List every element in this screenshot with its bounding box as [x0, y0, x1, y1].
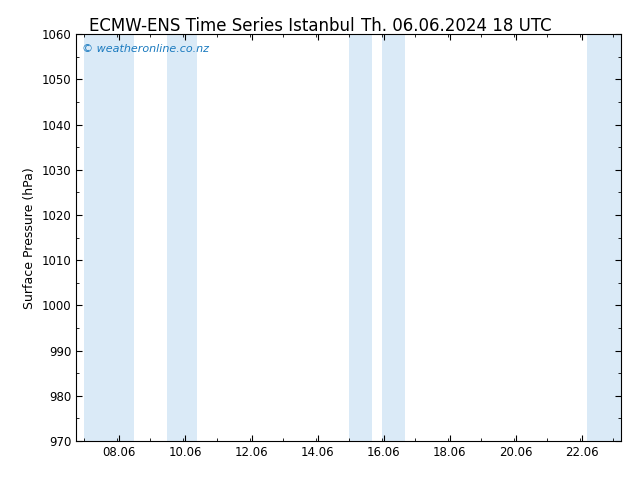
Text: ECMW-ENS Time Series Istanbul: ECMW-ENS Time Series Istanbul	[89, 17, 354, 35]
Y-axis label: Surface Pressure (hPa): Surface Pressure (hPa)	[23, 167, 36, 309]
Bar	[349, 34, 372, 441]
Text: © weatheronline.co.nz: © weatheronline.co.nz	[82, 45, 209, 54]
Bar	[167, 34, 197, 441]
Bar	[84, 34, 134, 441]
Bar	[586, 34, 621, 441]
Text: Th. 06.06.2024 18 UTC: Th. 06.06.2024 18 UTC	[361, 17, 552, 35]
Bar	[382, 34, 405, 441]
